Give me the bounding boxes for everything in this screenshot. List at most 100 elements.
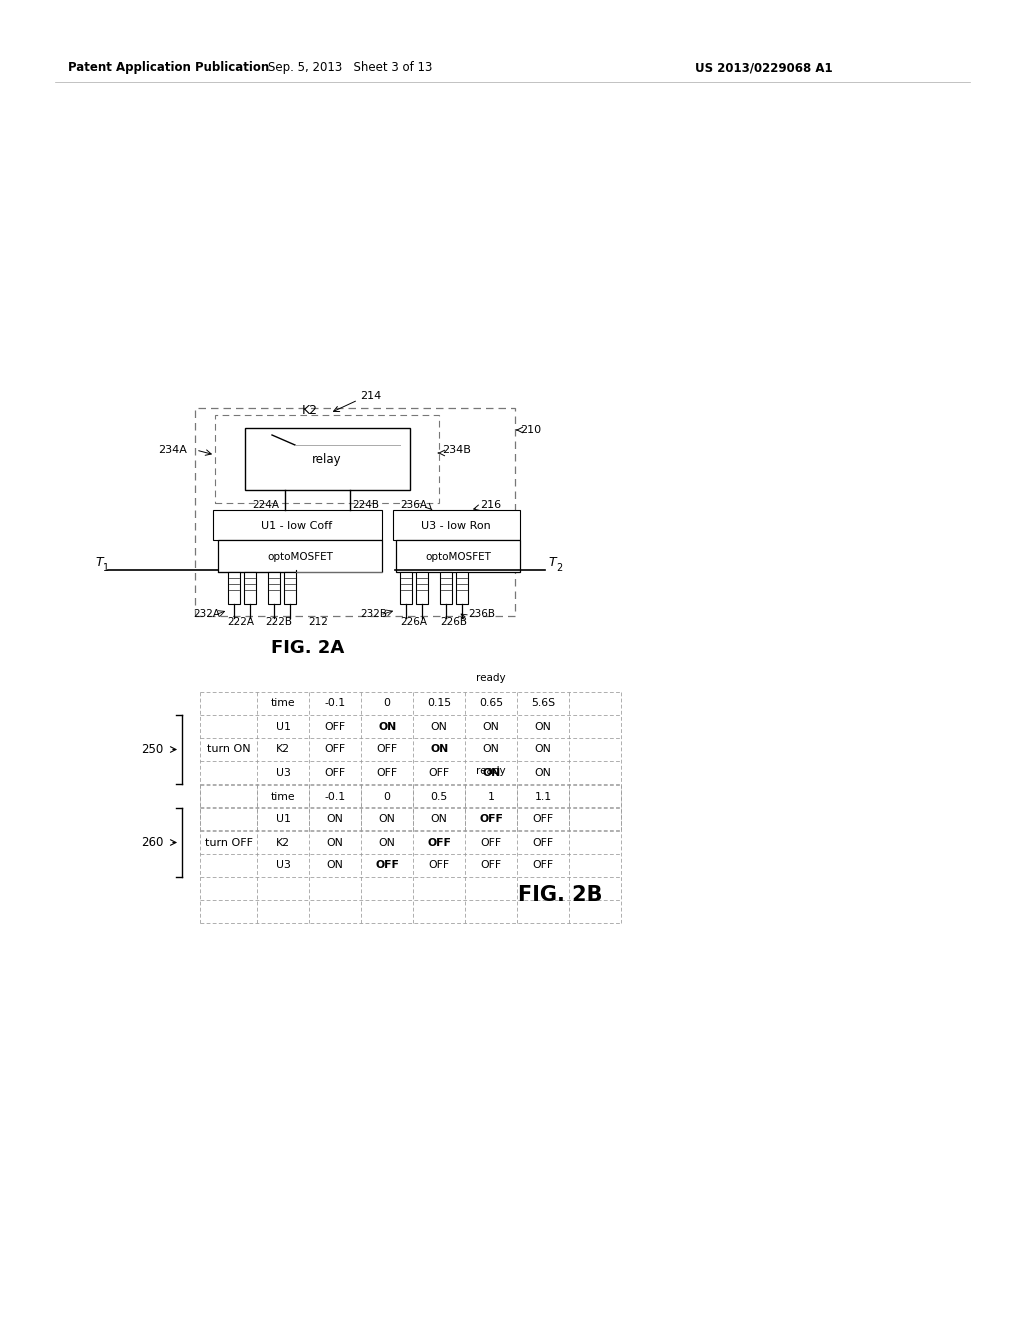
Text: T: T [95, 557, 102, 569]
Text: 260: 260 [141, 836, 163, 849]
Text: ON: ON [379, 837, 395, 847]
Text: ON: ON [482, 722, 500, 731]
Text: U3: U3 [275, 767, 291, 777]
Text: 216: 216 [480, 500, 501, 510]
Text: ON: ON [379, 814, 395, 825]
Text: 236B: 236B [468, 609, 495, 619]
Bar [456, 572, 468, 605]
Text: time: time [271, 792, 296, 801]
Text: 234B: 234B [442, 445, 471, 455]
Text: FIG. 2A: FIG. 2A [271, 639, 345, 657]
Text: ON: ON [431, 722, 447, 731]
Text: OFF: OFF [429, 861, 450, 870]
Text: OFF: OFF [480, 861, 502, 870]
Bar [218, 540, 382, 572]
Text: U1 - low Coff: U1 - low Coff [261, 521, 333, 531]
Text: OFF: OFF [325, 744, 346, 755]
Text: OFF: OFF [325, 767, 346, 777]
Text: 232B: 232B [360, 609, 387, 619]
Text: ON: ON [535, 744, 552, 755]
Text: K2: K2 [302, 404, 318, 417]
Text: Sep. 5, 2013   Sheet 3 of 13: Sep. 5, 2013 Sheet 3 of 13 [268, 62, 432, 74]
Text: OFF: OFF [325, 722, 346, 731]
Bar [416, 572, 428, 605]
Text: K2: K2 [276, 837, 290, 847]
Text: Patent Application Publication: Patent Application Publication [68, 62, 269, 74]
Text: OFF: OFF [377, 744, 397, 755]
Text: relay: relay [312, 454, 342, 466]
Text: OFF: OFF [532, 837, 554, 847]
Text: 0: 0 [384, 698, 391, 709]
Bar [245, 428, 410, 490]
Text: ON: ON [327, 814, 344, 825]
Text: ready: ready [476, 673, 506, 684]
Text: OFF: OFF [532, 814, 554, 825]
Text: -0.1: -0.1 [325, 792, 346, 801]
Text: ON: ON [430, 744, 449, 755]
Text: turn ON: turn ON [207, 744, 251, 755]
Text: OFF: OFF [479, 814, 503, 825]
Text: optoMOSFET: optoMOSFET [267, 552, 333, 562]
Bar [228, 572, 240, 605]
Text: OFF: OFF [427, 837, 452, 847]
Text: turn OFF: turn OFF [205, 837, 253, 847]
Text: 226B: 226B [440, 616, 467, 627]
Text: US 2013/0229068 A1: US 2013/0229068 A1 [695, 62, 833, 74]
Text: ON: ON [482, 767, 501, 777]
Text: U3: U3 [275, 861, 291, 870]
Text: OFF: OFF [375, 861, 399, 870]
Text: OFF: OFF [532, 861, 554, 870]
Text: 0: 0 [384, 792, 391, 801]
Text: 2: 2 [556, 564, 562, 573]
Text: 5.6S: 5.6S [531, 698, 555, 709]
Text: 1: 1 [487, 792, 495, 801]
Text: ON: ON [327, 837, 344, 847]
Text: 0.15: 0.15 [427, 698, 452, 709]
Bar [284, 572, 296, 605]
Text: ready: ready [476, 766, 506, 776]
Text: OFF: OFF [480, 837, 502, 847]
Text: U1: U1 [275, 814, 291, 825]
Text: 234A: 234A [158, 445, 186, 455]
Text: 0.5: 0.5 [430, 792, 447, 801]
Text: U1: U1 [275, 722, 291, 731]
Text: 250: 250 [141, 743, 163, 756]
Text: 212: 212 [308, 616, 328, 627]
Text: 1: 1 [103, 564, 110, 573]
Text: 232A: 232A [193, 609, 220, 619]
Text: 224A: 224A [252, 500, 279, 510]
Text: ON: ON [431, 814, 447, 825]
Text: 0.65: 0.65 [479, 698, 503, 709]
Bar [393, 510, 520, 540]
Text: -0.1: -0.1 [325, 698, 346, 709]
Bar [213, 510, 382, 540]
Text: FIG. 2B: FIG. 2B [518, 884, 602, 906]
Text: 222A: 222A [227, 616, 254, 627]
Bar [195, 408, 515, 616]
Text: 222B: 222B [265, 616, 292, 627]
Text: ON: ON [535, 767, 552, 777]
Text: 224B: 224B [352, 500, 379, 510]
Bar [396, 540, 520, 572]
Bar [244, 572, 256, 605]
Bar [400, 572, 412, 605]
Bar [215, 414, 439, 503]
Text: ON: ON [482, 744, 500, 755]
Bar [268, 572, 280, 605]
Text: U3 - low Ron: U3 - low Ron [421, 521, 490, 531]
Text: time: time [271, 698, 296, 709]
Text: ON: ON [535, 722, 552, 731]
Text: 226A: 226A [400, 616, 427, 627]
Text: 1.1: 1.1 [535, 792, 552, 801]
Text: 236A: 236A [400, 500, 427, 510]
Text: ON: ON [378, 722, 396, 731]
Bar [440, 572, 452, 605]
Text: T: T [548, 557, 556, 569]
Text: OFF: OFF [377, 767, 397, 777]
Text: 214: 214 [360, 391, 381, 401]
Text: K2: K2 [276, 744, 290, 755]
Text: optoMOSFET: optoMOSFET [425, 552, 490, 562]
Text: 210: 210 [520, 425, 541, 436]
Text: OFF: OFF [429, 767, 450, 777]
Text: ON: ON [327, 861, 344, 870]
